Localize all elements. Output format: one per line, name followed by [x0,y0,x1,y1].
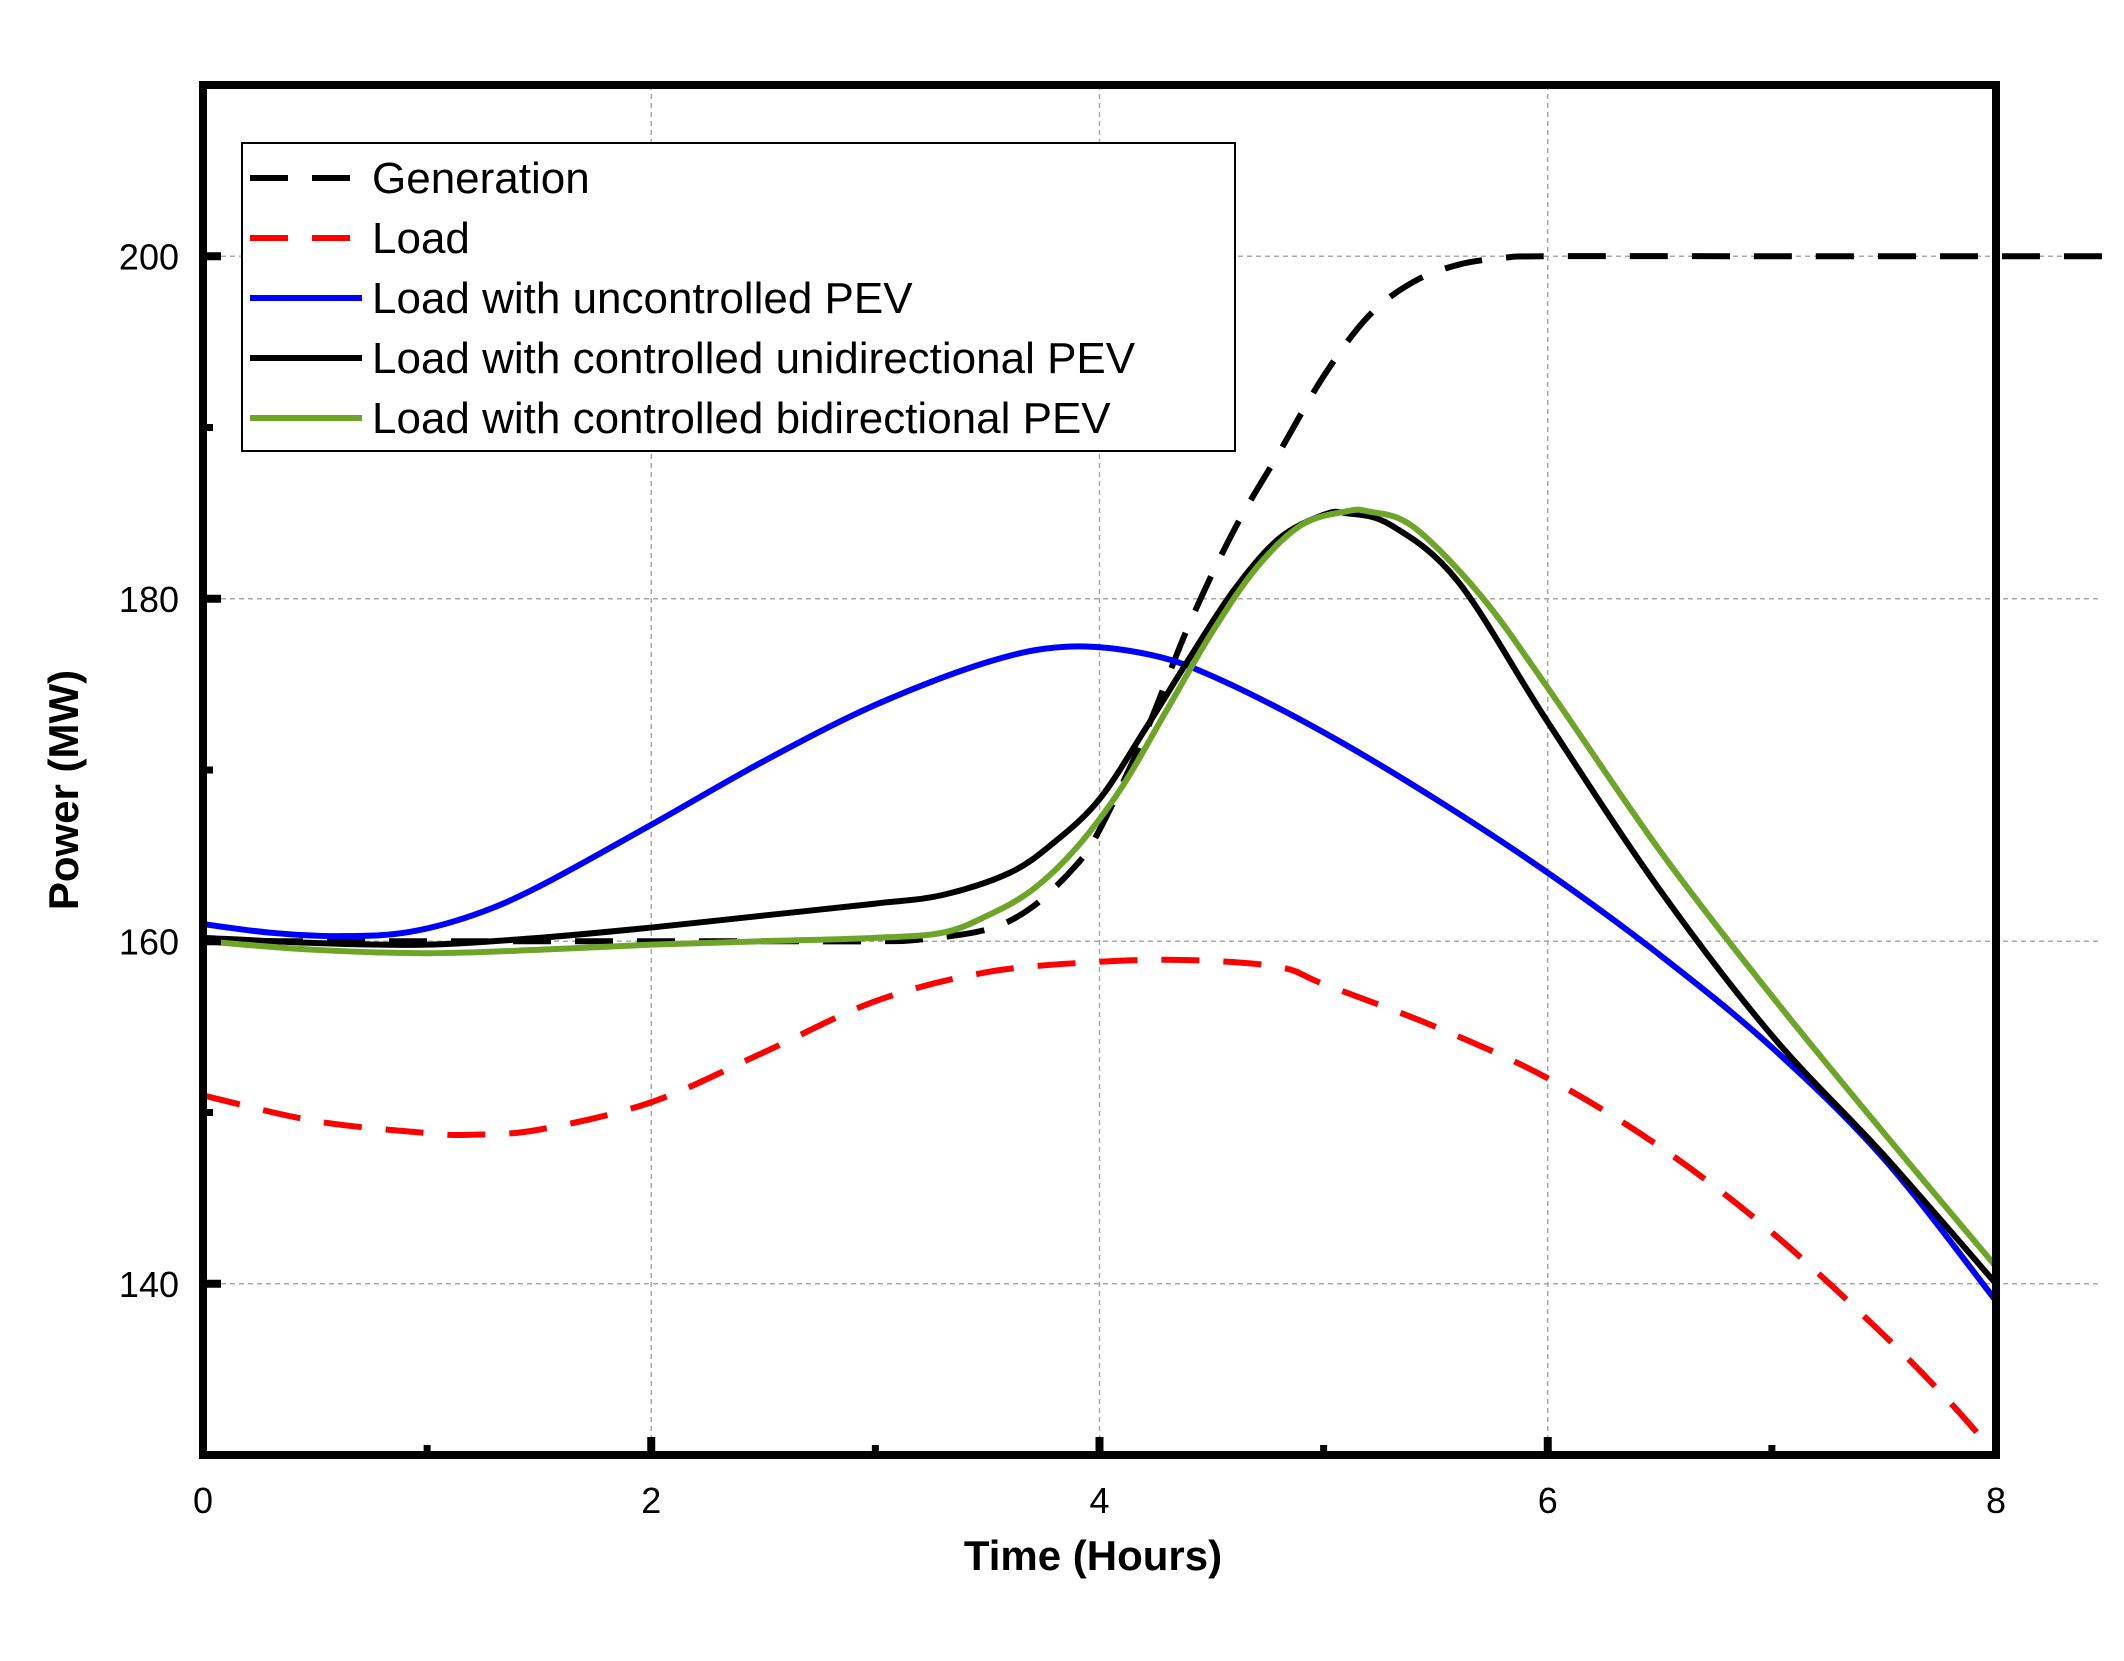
y-axis-title: Power (MW) [40,670,87,910]
legend-label-load: Load [372,214,470,263]
x-axis-title: Time (Hours) [964,1532,1222,1579]
x-tick-label: 6 [1538,1480,1558,1521]
legend-label-load-with-controlled-bidirectional-pev: Load with controlled bidirectional PEV [372,394,1111,443]
tick-labels-layer: 0 2 4 6 8 140 160 180 200 [119,236,2006,1521]
series-layer [203,253,2103,1457]
series-line-load-with-uncontrolled-pev [203,643,1999,1303]
series-line-load-with-controlled-bidirectional-pev [203,506,1999,1269]
y-tick-label: 200 [119,236,179,277]
legend-label-generation: Generation [372,154,590,203]
ticks-layer [199,252,2000,1455]
x-tick-label: 8 [1986,1480,2006,1521]
y-tick-label: 140 [119,1264,179,1305]
legend: Generation Load Load with uncontrolled PEV… [241,142,1236,452]
x-tick-label: 0 [193,1480,213,1521]
legend-box [241,142,1236,452]
y-tick-label: 180 [119,579,179,620]
x-tick-label: 4 [1089,1480,1109,1521]
series-line-load-with-controlled-unidirectional-pev [203,508,1999,1286]
legend-label-load-with-controlled-unidirectional-pev: Load with controlled unidirectional PEV [372,334,1136,383]
x-tick-label: 2 [641,1480,661,1521]
y-tick-label: 160 [119,921,179,962]
legend-label-load-with-uncontrolled-pev: Load with uncontrolled PEV [372,274,913,323]
